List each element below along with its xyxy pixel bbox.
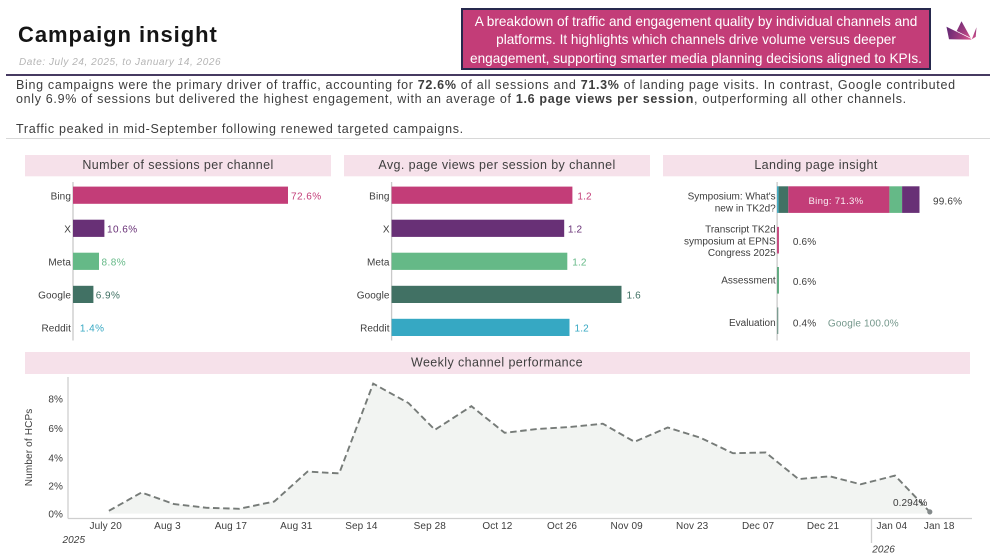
svg-text:1.2: 1.2 xyxy=(572,258,587,269)
svg-text:Transcript TK2d: Transcript TK2d xyxy=(705,225,776,236)
svg-text:Congress 2025: Congress 2025 xyxy=(708,248,776,259)
svg-text:Reddit: Reddit xyxy=(41,324,71,335)
svg-text:Sep 28: Sep 28 xyxy=(414,521,447,532)
svg-text:10.6%: 10.6% xyxy=(107,224,138,235)
svg-text:2025: 2025 xyxy=(61,535,85,546)
svg-text:1.2: 1.2 xyxy=(575,324,590,335)
svg-text:Google: Google xyxy=(38,291,71,302)
svg-text:0.6%: 0.6% xyxy=(793,277,816,288)
svg-text:1.4%: 1.4% xyxy=(80,324,105,335)
svg-text:8.8%: 8.8% xyxy=(102,258,127,269)
svg-text:4%: 4% xyxy=(48,454,63,465)
svg-text:72.6%: 72.6% xyxy=(291,191,322,202)
svg-text:Bing: Bing xyxy=(369,191,389,202)
svg-text:1.2: 1.2 xyxy=(568,224,583,235)
svg-text:6.9%: 6.9% xyxy=(96,291,121,302)
svg-text:Jan 18: Jan 18 xyxy=(924,521,955,532)
svg-text:Meta: Meta xyxy=(367,258,390,269)
svg-text:Bing: 71.3%: Bing: 71.3% xyxy=(808,196,863,207)
svg-text:2%: 2% xyxy=(48,482,63,493)
svg-text:Symposium: What's: Symposium: What's xyxy=(688,192,776,203)
svg-text:Dec 21: Dec 21 xyxy=(807,521,840,532)
svg-text:Aug 3: Aug 3 xyxy=(154,521,181,532)
svg-text:Aug 31: Aug 31 xyxy=(280,521,313,532)
svg-text:Reddit: Reddit xyxy=(360,324,390,335)
svg-text:Dec 07: Dec 07 xyxy=(742,521,775,532)
svg-text:Aug 17: Aug 17 xyxy=(215,521,248,532)
svg-text:0%: 0% xyxy=(48,510,63,521)
svg-text:99.6%: 99.6% xyxy=(933,196,962,207)
svg-text:Jan 04: Jan 04 xyxy=(876,521,907,532)
svg-text:8%: 8% xyxy=(48,394,63,405)
svg-text:Nov 23: Nov 23 xyxy=(676,521,709,532)
svg-text:Google 100.0%: Google 100.0% xyxy=(828,318,899,329)
svg-text:X: X xyxy=(383,224,390,235)
svg-text:Google: Google xyxy=(357,291,390,302)
svg-text:symposium at EPNS: symposium at EPNS xyxy=(684,236,776,247)
svg-text:Bing: Bing xyxy=(51,191,71,202)
svg-text:new in TK2d?: new in TK2d? xyxy=(715,203,776,214)
svg-text:Assessment: Assessment xyxy=(721,275,776,286)
svg-text:Evaluation: Evaluation xyxy=(729,318,776,329)
svg-text:Number of sessions per channel: Number of sessions per channel xyxy=(82,158,273,172)
svg-text:Weekly channel performance: Weekly channel performance xyxy=(411,355,583,369)
svg-text:0.4%: 0.4% xyxy=(793,318,816,329)
svg-text:Landing page insight: Landing page insight xyxy=(754,158,878,172)
svg-text:1.6: 1.6 xyxy=(627,291,642,302)
svg-text:July 20: July 20 xyxy=(90,521,123,532)
svg-text:Number of HCPs: Number of HCPs xyxy=(24,409,35,487)
svg-text:0.6%: 0.6% xyxy=(793,237,816,248)
svg-text:Sep 14: Sep 14 xyxy=(345,521,378,532)
svg-text:Avg. page views per session by: Avg. page views per session by channel xyxy=(378,158,615,172)
svg-text:X: X xyxy=(64,224,71,235)
svg-text:2026: 2026 xyxy=(871,544,895,555)
svg-text:1.2: 1.2 xyxy=(577,191,592,202)
svg-text:Nov 09: Nov 09 xyxy=(611,521,644,532)
svg-text:0.294%: 0.294% xyxy=(893,498,928,509)
svg-text:Meta: Meta xyxy=(48,258,71,269)
svg-text:6%: 6% xyxy=(48,424,63,435)
svg-text:Oct 26: Oct 26 xyxy=(547,521,577,532)
svg-text:Oct 12: Oct 12 xyxy=(482,521,512,532)
